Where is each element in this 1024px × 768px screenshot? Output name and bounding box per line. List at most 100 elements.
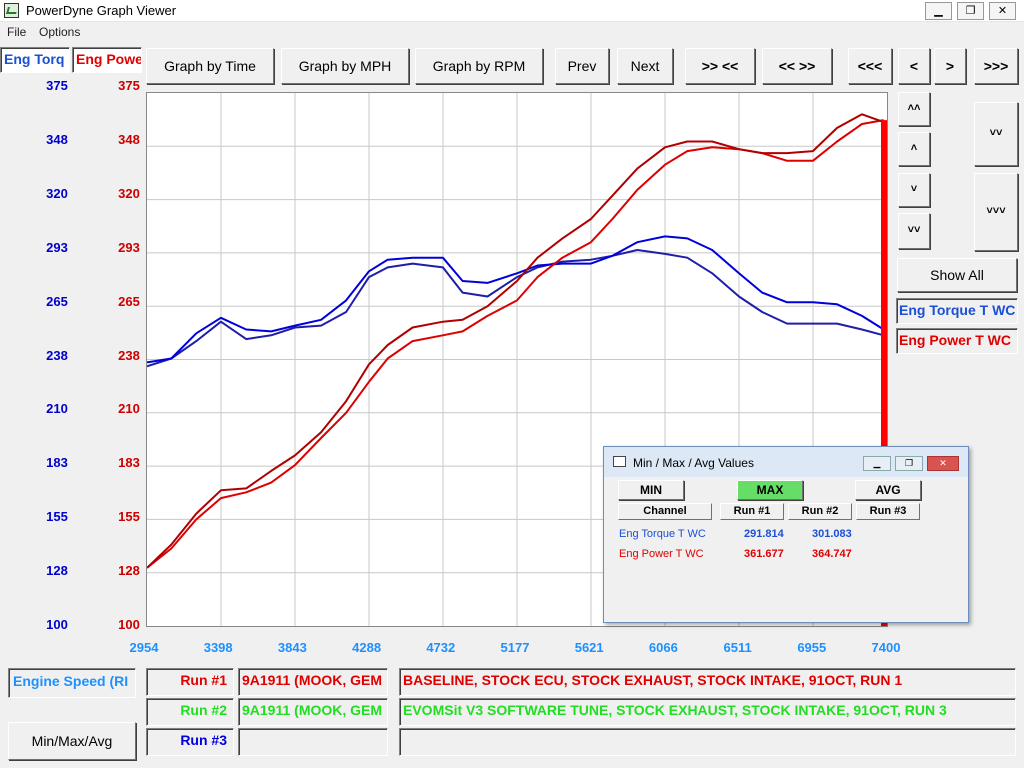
scroll-first-button[interactable]: <<<: [848, 48, 892, 84]
header-run-3: Run #3: [856, 503, 920, 520]
minimize-button[interactable]: ▁: [925, 2, 952, 20]
y-tick-power: 183: [118, 455, 140, 471]
next-button[interactable]: Next: [617, 48, 673, 84]
x-tick: 7400: [871, 640, 901, 655]
legend-power[interactable]: Eng Power T WC: [896, 328, 1018, 354]
y-tick-torque: 320: [46, 185, 68, 201]
graph-by-time-button[interactable]: Graph by Time: [146, 48, 274, 84]
dialog-icon: [613, 456, 626, 467]
x-tick: 6955: [797, 640, 827, 655]
graph-by-mph-button[interactable]: Graph by MPH: [281, 48, 409, 84]
y-scroll-down-button[interactable]: ˅: [898, 173, 930, 207]
header-run-1: Run #1: [720, 503, 784, 520]
y-tick-torque: 183: [46, 455, 68, 471]
dialog-minimize-button[interactable]: ▁: [863, 456, 891, 471]
header-run-2: Run #2: [788, 503, 852, 520]
run-3-label: Run #3: [146, 728, 234, 756]
show-all-button[interactable]: Show All: [897, 258, 1017, 292]
y-tick-power: 348: [118, 131, 140, 147]
row-power-run-2: 364.747: [812, 548, 852, 560]
header-channel: Channel: [618, 503, 712, 520]
dialog-min-button[interactable]: MIN: [618, 480, 684, 500]
x-tick: 3398: [203, 640, 233, 655]
menu-options[interactable]: Options: [39, 25, 81, 39]
x-tick: 4288: [352, 640, 382, 655]
y-tick-power: 293: [118, 239, 140, 255]
double-chevron-down-icon: ˅˅: [989, 127, 1003, 139]
y-tick-torque: 210: [46, 401, 68, 417]
double-chevron-up-icon: ˄˄: [907, 102, 921, 114]
x-tick: 4732: [426, 640, 456, 655]
x-axis-channel-select[interactable]: Engine Speed (RI: [8, 668, 136, 698]
zoom-out-x-button[interactable]: << >>: [762, 48, 832, 84]
run-2-description[interactable]: EVOMSit V3 SOFTWARE TUNE, STOCK EXHAUST,…: [399, 698, 1016, 726]
series-line-power-run-2: [146, 113, 885, 569]
y-zoom-in-button[interactable]: ˅˅: [974, 102, 1018, 166]
y-scroll-up-fast-button[interactable]: ˄˄: [898, 92, 930, 126]
chevron-down-icon: ˅: [910, 183, 918, 195]
x-tick: 6066: [648, 640, 678, 655]
row-torque-run-2: 301.083: [812, 528, 852, 540]
title-bar: PowerDyne Graph Viewer ▁ ❐ ✕: [0, 0, 1024, 22]
legend-torque[interactable]: Eng Torque T WC: [896, 298, 1018, 324]
zoom-in-x-button[interactable]: >> <<: [685, 48, 755, 84]
close-button[interactable]: ✕: [989, 2, 1016, 20]
graph-by-rpm-button[interactable]: Graph by RPM: [415, 48, 543, 84]
run-1-vehicle[interactable]: 9A1911 (MOOK, GEM: [238, 668, 388, 696]
run-2-vehicle[interactable]: 9A1911 (MOOK, GEM: [238, 698, 388, 726]
y-scroll-up-button[interactable]: ˄: [898, 132, 930, 166]
y-tick-torque: 128: [46, 563, 68, 579]
y-tick-torque: 375: [46, 78, 68, 93]
window-title: PowerDyne Graph Viewer: [26, 3, 177, 18]
right-channel-select[interactable]: Eng Powe: [72, 47, 142, 73]
y-scroll-down-fast-button[interactable]: ˅˅: [898, 213, 930, 249]
dialog-title: Min / Max / Avg Values: [633, 456, 754, 470]
y-tick-power: 210: [118, 401, 140, 417]
dialog-close-button[interactable]: ✕: [927, 456, 959, 471]
run-1-description[interactable]: BASELINE, STOCK ECU, STOCK EXHAUST, STOC…: [399, 668, 1016, 696]
left-channel-select[interactable]: Eng Torq: [0, 47, 70, 73]
scroll-last-button[interactable]: >>>: [974, 48, 1018, 84]
dialog-avg-button[interactable]: AVG: [855, 480, 921, 500]
app-icon: [4, 3, 19, 18]
dialog-maximize-button[interactable]: ❐: [895, 456, 923, 471]
y-tick-power: 238: [118, 347, 140, 363]
y-tick-torque: 293: [46, 239, 68, 255]
dialog-max-button[interactable]: MAX: [737, 480, 803, 500]
x-tick: 5177: [500, 640, 530, 655]
triple-chevron-down-icon: ˅˅˅: [986, 205, 1006, 217]
run-2-label: Run #2: [146, 698, 234, 726]
row-torque-run-1: 291.814: [744, 528, 784, 540]
row-channel-torque: Eng Torque T WC: [619, 528, 706, 540]
y-tick-power: 320: [118, 185, 140, 201]
maximize-button[interactable]: ❐: [957, 2, 984, 20]
y-tick-power: 265: [118, 293, 140, 309]
menu-file[interactable]: File: [7, 25, 27, 39]
menu-bar: File Options: [0, 22, 1024, 42]
row-power-run-1: 361.677: [744, 548, 784, 560]
y-tick-torque: 238: [46, 347, 68, 363]
row-channel-power: Eng Power T WC: [619, 548, 704, 560]
run-1-label: Run #1: [146, 668, 234, 696]
y-tick-torque: 348: [46, 131, 68, 147]
series-line-torque-run-2: [146, 235, 885, 364]
x-tick: 2954: [129, 640, 159, 655]
y-tick-power: 375: [118, 78, 140, 93]
dialog-title-bar[interactable]: Min / Max / Avg Values ▁ ❐ ✕: [604, 447, 968, 477]
double-chevron-down-icon: ˅˅: [907, 224, 921, 236]
series-line-torque-run-1: [146, 249, 884, 368]
chevron-up-icon: ˄: [910, 142, 918, 154]
y-tick-power: 155: [118, 509, 140, 525]
y-tick-power: 128: [118, 563, 140, 579]
y-zoom-out-button[interactable]: ˅˅˅: [974, 173, 1018, 251]
min-max-avg-dialog: Min / Max / Avg Values ▁ ❐ ✕ MIN MAX AVG…: [603, 446, 969, 623]
run-3-description[interactable]: [399, 728, 1016, 756]
x-tick: 3843: [277, 640, 307, 655]
scroll-back-button[interactable]: <: [898, 48, 930, 84]
min-max-avg-button[interactable]: Min/Max/Avg: [8, 722, 136, 760]
y-tick-power: 100: [118, 617, 140, 632]
run-3-vehicle[interactable]: [238, 728, 388, 756]
scroll-forward-button[interactable]: >: [934, 48, 966, 84]
prev-button[interactable]: Prev: [555, 48, 609, 84]
y-tick-torque: 100: [46, 617, 68, 632]
